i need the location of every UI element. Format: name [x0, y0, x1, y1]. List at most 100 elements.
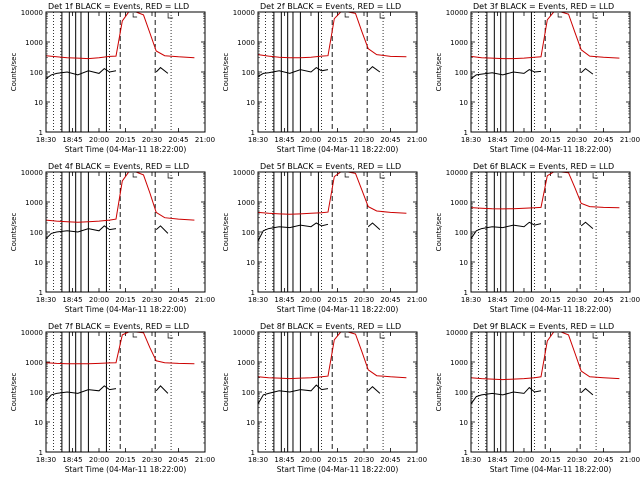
- events-series-line: [257, 222, 329, 242]
- panel-title: Det 7f BLACK = Events, RED = LLD: [48, 322, 189, 331]
- y-tick-label: 1000: [237, 39, 255, 47]
- y-axis-label: Counts/sec: [10, 213, 18, 252]
- x-tick-label: 21:00: [620, 296, 640, 304]
- y-tick-label: 1000: [25, 199, 43, 207]
- y-tick-label: 1: [39, 449, 43, 457]
- lld-series-line: [257, 11, 407, 59]
- y-tick-label: 1: [251, 129, 255, 137]
- x-axis-label: Start Time (04-Mar-11 18:22:00): [65, 465, 187, 474]
- plot-frame: [45, 171, 206, 293]
- y-tick-label: 1000: [25, 359, 43, 367]
- panel-det-6: Det 6f BLACK = Events, RED = LLD 1 10 100 10…: [435, 162, 640, 314]
- plot-frame: [45, 331, 206, 453]
- y-tick-label: 100: [242, 229, 255, 237]
- y-tick-label: 1: [464, 289, 468, 297]
- x-axis-label: Start Time (04-Mar-11 18:22:00): [490, 305, 612, 314]
- y-tick-label: 10: [246, 259, 255, 267]
- y-axis-label: Counts/sec: [435, 213, 443, 252]
- events-series-line: [367, 222, 381, 230]
- top-bracket-marker: [379, 333, 386, 339]
- x-tick-label: 20:45: [380, 136, 400, 144]
- x-tick-label: 20:00: [89, 296, 109, 304]
- x-tick-label: 21:00: [407, 136, 427, 144]
- panel-title: Det 8f BLACK = Events, RED = LLD: [260, 322, 401, 331]
- x-tick-label: 20:15: [327, 296, 347, 304]
- lld-series-line: [45, 171, 195, 223]
- y-tick-label: 1000: [450, 39, 468, 47]
- y-tick-label: 1000: [237, 359, 255, 367]
- lld-series-line: [45, 11, 195, 60]
- x-tick-label: 21:00: [195, 456, 215, 464]
- y-tick-label: 10: [34, 99, 43, 107]
- plot-frame: [470, 331, 631, 453]
- y-tick-label: 1: [39, 129, 43, 137]
- y-tick-label: 1000: [25, 39, 43, 47]
- plot-frame: [257, 11, 418, 133]
- x-tick-label: 18:30: [36, 456, 56, 464]
- events-series-line: [580, 387, 594, 396]
- x-tick-label: 18:30: [461, 296, 481, 304]
- y-tick-label: 10000: [446, 329, 468, 337]
- x-tick-label: 21:00: [620, 136, 640, 144]
- x-tick-label: 20:15: [327, 456, 347, 464]
- x-tick-label: 20:30: [567, 456, 587, 464]
- y-tick-label: 10000: [21, 9, 43, 17]
- y-tick-label: 1000: [450, 199, 468, 207]
- y-tick-label: 100: [455, 389, 468, 397]
- panel-title: Det 4f BLACK = Events, RED = LLD: [48, 162, 189, 171]
- x-tick-label: 18:30: [248, 296, 268, 304]
- y-tick-label: 10000: [233, 329, 255, 337]
- x-tick-label: 20:30: [567, 296, 587, 304]
- events-series-line: [580, 221, 594, 229]
- y-tick-label: 1000: [450, 359, 468, 367]
- y-tick-label: 10: [459, 419, 468, 427]
- events-series-line: [367, 66, 381, 73]
- panel-title: Det 5f BLACK = Events, RED = LLD: [260, 162, 401, 171]
- x-tick-label: 20:45: [593, 296, 613, 304]
- y-tick-label: 10: [459, 259, 468, 267]
- y-tick-label: 10: [246, 419, 255, 427]
- x-tick-label: 21:00: [195, 296, 215, 304]
- events-series-line: [257, 66, 329, 78]
- x-tick-label: 20:45: [380, 456, 400, 464]
- panel-title: Det 1f BLACK = Events, RED = LLD: [48, 2, 189, 11]
- x-tick-label: 20:45: [593, 456, 613, 464]
- y-tick-label: 10000: [21, 329, 43, 337]
- top-bracket-marker: [592, 333, 599, 339]
- events-series-line: [580, 67, 594, 75]
- x-tick-label: 20:45: [168, 296, 188, 304]
- panel-title: Det 2f BLACK = Events, RED = LLD: [260, 2, 401, 11]
- x-tick-label: 18:30: [36, 136, 56, 144]
- top-bracket-marker: [167, 13, 174, 19]
- top-bracket-marker: [379, 173, 386, 179]
- y-tick-label: 10000: [233, 169, 255, 177]
- y-tick-label: 100: [30, 389, 43, 397]
- panel-title: Det 3f BLACK = Events, RED = LLD: [473, 2, 614, 11]
- events-series-line: [45, 67, 117, 80]
- x-tick-label: 21:00: [195, 136, 215, 144]
- x-axis-label: Start Time (04-Mar-11 18:22:00): [277, 465, 399, 474]
- x-tick-label: 18:30: [461, 456, 481, 464]
- y-axis-label: Counts/sec: [10, 373, 18, 412]
- y-tick-label: 10000: [21, 169, 43, 177]
- y-tick-label: 1: [251, 289, 255, 297]
- x-tick-label: 21:00: [620, 456, 640, 464]
- panel-det-5: Det 5f BLACK = Events, RED = LLD 1 10 100 10…: [222, 162, 427, 314]
- top-bracket-marker: [167, 173, 174, 179]
- x-tick-label: 20:00: [89, 136, 109, 144]
- x-tick-label: 20:15: [540, 456, 560, 464]
- panel-title: Det 6f BLACK = Events, RED = LLD: [473, 162, 614, 171]
- y-tick-label: 100: [455, 69, 468, 77]
- x-tick-label: 20:15: [540, 136, 560, 144]
- x-tick-label: 20:45: [168, 456, 188, 464]
- y-tick-label: 1: [464, 129, 468, 137]
- x-tick-label: 18:45: [62, 456, 82, 464]
- y-axis-label: Counts/sec: [435, 373, 443, 412]
- panel-det-7: Det 7f BLACK = Events, RED = LLD 1 10 100 10…: [10, 322, 215, 474]
- events-series-line: [470, 386, 542, 405]
- x-tick-label: 18:45: [62, 136, 82, 144]
- x-tick-label: 20:15: [327, 136, 347, 144]
- x-tick-label: 20:30: [354, 296, 374, 304]
- events-series-line: [257, 384, 329, 405]
